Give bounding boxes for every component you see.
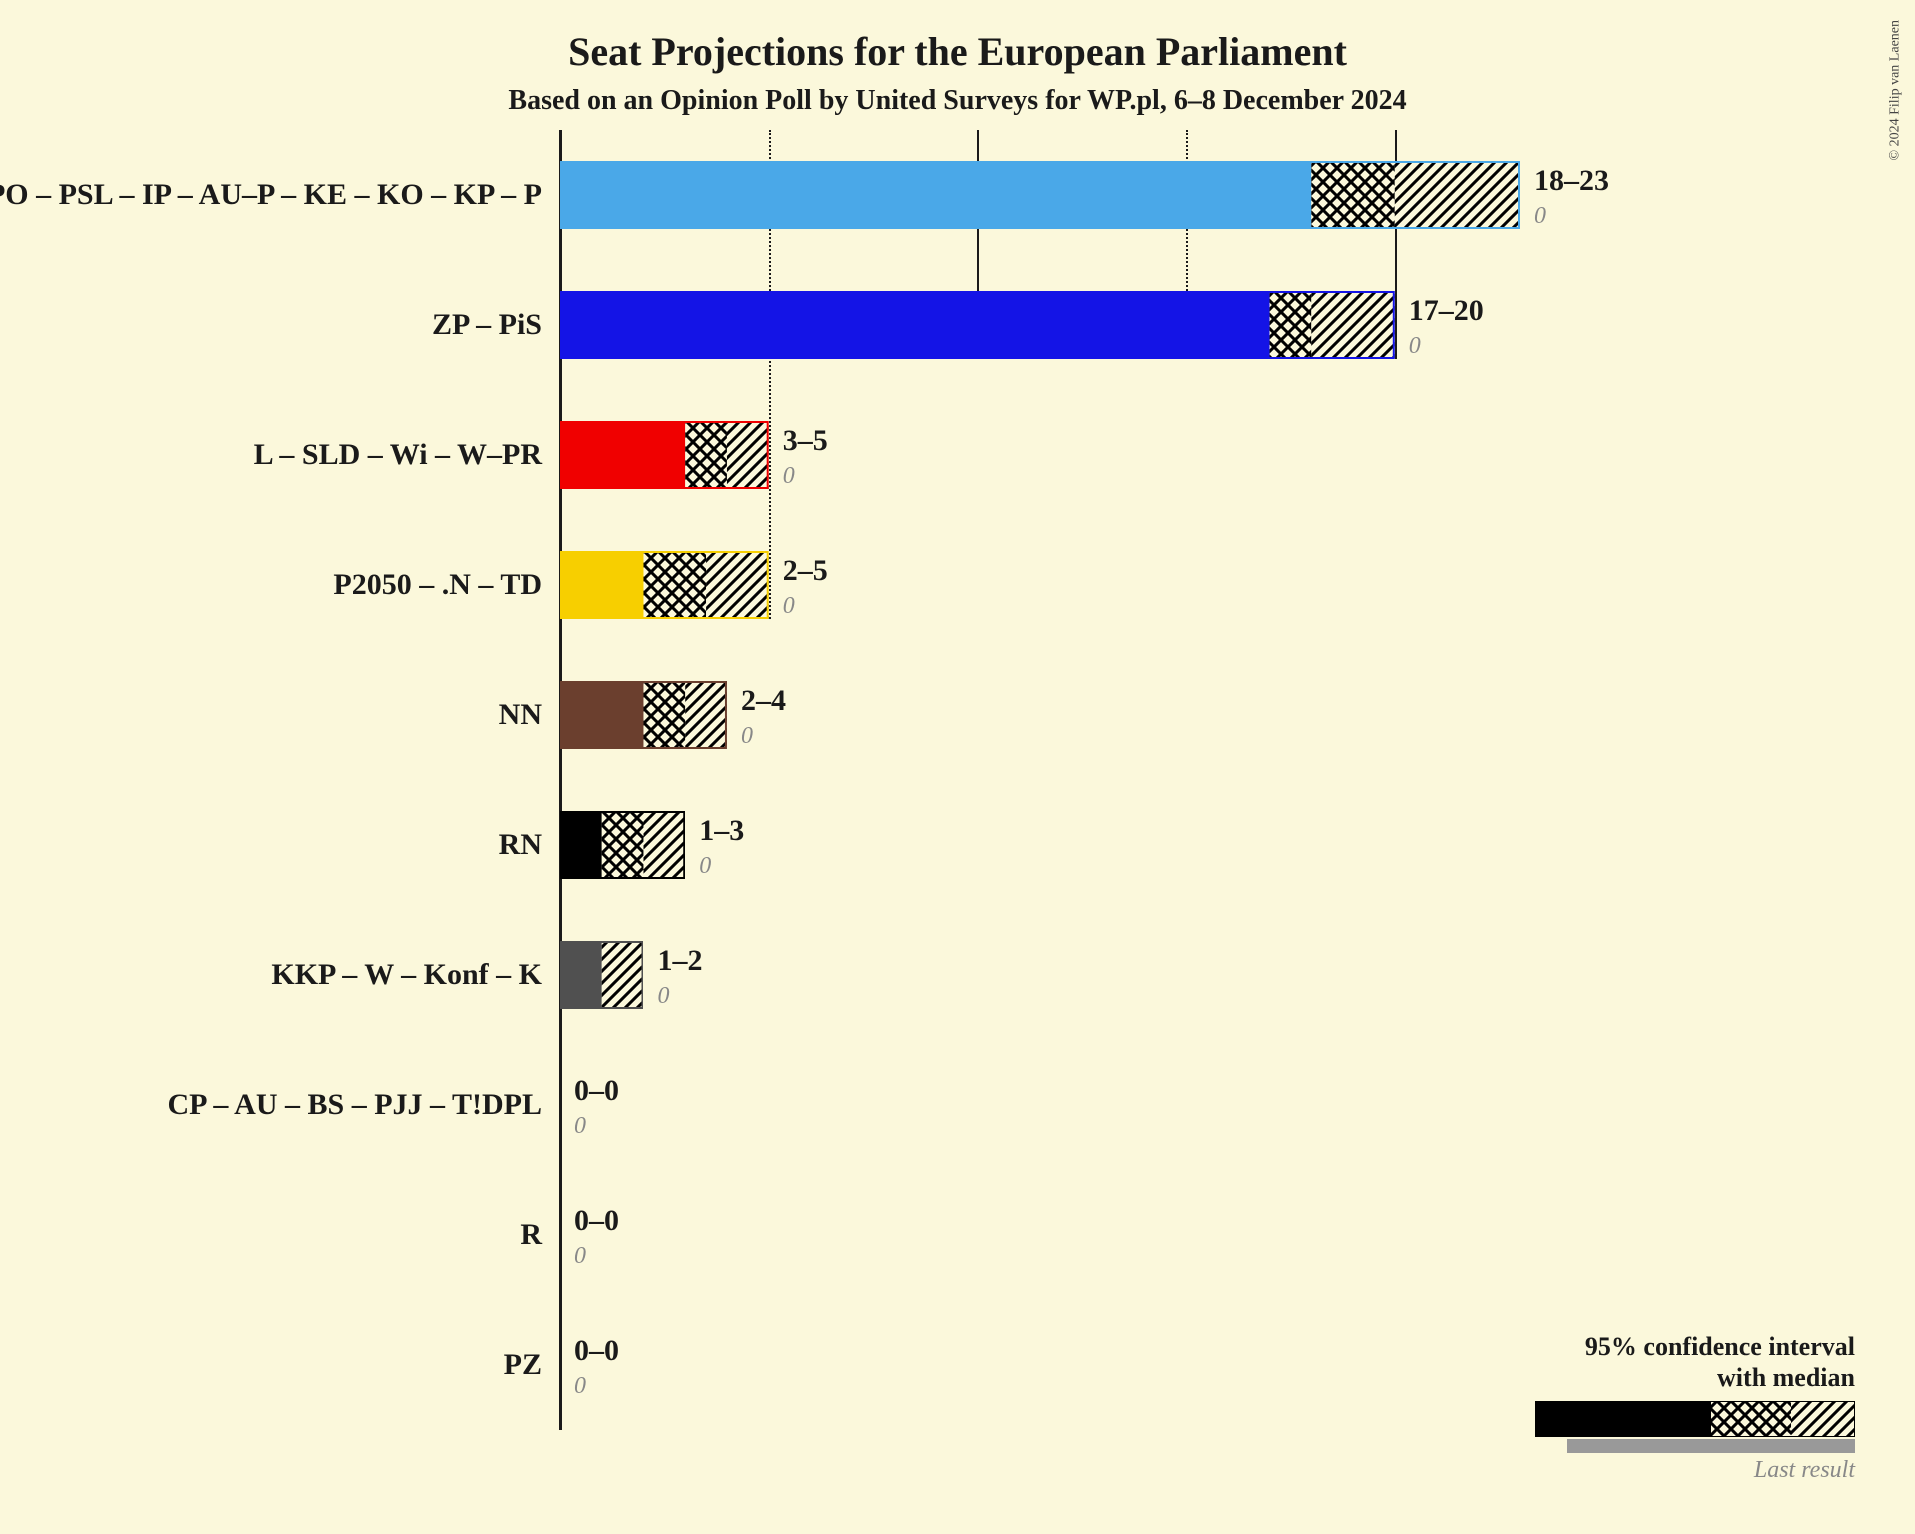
last-result-label: 0 — [574, 1243, 586, 1270]
confidence-bar — [560, 551, 769, 619]
range-label: 1–3 — [699, 814, 744, 848]
credit-text: © 2024 Filip van Laenen — [1887, 20, 1903, 161]
confidence-bar — [560, 421, 769, 489]
party-label: PZ — [504, 1348, 542, 1382]
party-row: PZ0–00 — [560, 1331, 1520, 1399]
party-label: CP – AU – BS – PJJ – T!DPL — [168, 1088, 543, 1122]
confidence-bar — [560, 941, 643, 1009]
last-result-label: 0 — [741, 723, 753, 750]
range-label: 18–23 — [1534, 164, 1609, 198]
legend-last-label: Last result — [1535, 1457, 1855, 1484]
range-label: 1–2 — [657, 944, 702, 978]
party-label: PO – PSL – IP – AU–P – KE – KO – KP – P — [0, 178, 542, 212]
legend-line-2: with median — [1535, 1362, 1855, 1393]
range-label: 0–0 — [574, 1074, 619, 1108]
range-label: 0–0 — [574, 1204, 619, 1238]
party-label: KKP – W – Konf – K — [271, 958, 542, 992]
range-label: 17–20 — [1409, 294, 1484, 328]
last-result-label: 0 — [574, 1113, 586, 1140]
last-result-label: 0 — [657, 983, 669, 1010]
range-label: 3–5 — [783, 424, 828, 458]
last-result-label: 0 — [574, 1373, 586, 1400]
confidence-bar — [560, 161, 1520, 229]
party-label: ZP – PiS — [432, 308, 542, 342]
party-row: NN2–40 — [560, 681, 1520, 749]
last-result-label: 0 — [699, 853, 711, 880]
last-result-label: 0 — [783, 463, 795, 490]
party-row: P2050 – .N – TD2–50 — [560, 551, 1520, 619]
legend-last-bar — [1567, 1439, 1855, 1453]
legend-sample-bar — [1535, 1401, 1855, 1437]
confidence-bar — [560, 681, 727, 749]
party-label: P2050 – .N – TD — [333, 568, 542, 602]
range-label: 2–4 — [741, 684, 786, 718]
party-label: R — [520, 1218, 542, 1252]
range-label: 2–5 — [783, 554, 828, 588]
party-row: PO – PSL – IP – AU–P – KE – KO – KP – P1… — [560, 161, 1520, 229]
party-label: NN — [499, 698, 542, 732]
confidence-bar — [560, 291, 1395, 359]
party-row: RN1–30 — [560, 811, 1520, 879]
last-result-label: 0 — [1534, 203, 1546, 230]
confidence-bar — [560, 811, 685, 879]
chart-plot-area: PO – PSL – IP – AU–P – KE – KO – KP – P1… — [560, 130, 1520, 1430]
chart-subtitle: Based on an Opinion Poll by United Surve… — [0, 85, 1915, 117]
party-row: ZP – PiS17–200 — [560, 291, 1520, 359]
last-result-label: 0 — [1409, 333, 1421, 360]
party-row: KKP – W – Konf – K1–20 — [560, 941, 1520, 1009]
last-result-label: 0 — [783, 593, 795, 620]
party-label: L – SLD – Wi – W–PR — [254, 438, 542, 472]
party-row: L – SLD – Wi – W–PR3–50 — [560, 421, 1520, 489]
legend: 95% confidence interval with median Last… — [1535, 1331, 1855, 1484]
chart-title: Seat Projections for the European Parlia… — [0, 0, 1915, 75]
legend-line-1: 95% confidence interval — [1535, 1331, 1855, 1362]
range-label: 0–0 — [574, 1334, 619, 1368]
party-row: CP – AU – BS – PJJ – T!DPL0–00 — [560, 1071, 1520, 1139]
party-row: R0–00 — [560, 1201, 1520, 1269]
party-label: RN — [499, 828, 542, 862]
